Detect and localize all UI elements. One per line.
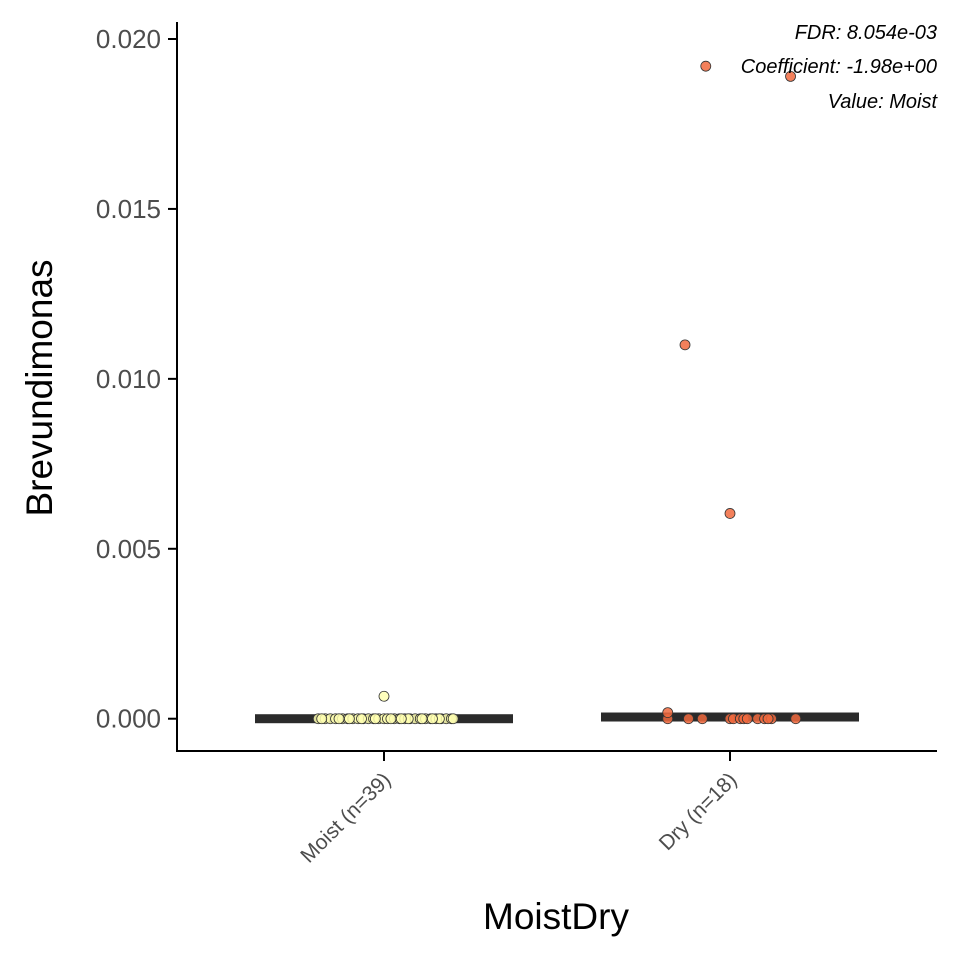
y-tick-label: 0.005 (96, 534, 161, 564)
data-point (724, 508, 736, 519)
data-point (378, 690, 390, 702)
annotation-fdr: FDR: 8.054e-03 (795, 22, 937, 44)
annotation-coefficient: Coefficient: -1.98e+00 (741, 56, 937, 78)
x-axis-title: MoistDry (483, 896, 629, 937)
x-category-label: Dry (n=18) (655, 768, 742, 855)
data-point (316, 713, 328, 725)
data-point (416, 713, 428, 725)
data-point (696, 713, 708, 725)
y-tick-label: 0.010 (96, 364, 161, 394)
data-point (356, 713, 367, 725)
data-point (662, 707, 674, 718)
y-tick-label: 0.000 (96, 704, 161, 734)
axes (176, 22, 937, 752)
x-category-label: Moist (n=39) (296, 768, 395, 867)
data-point (700, 60, 712, 72)
data-point (343, 713, 355, 725)
data-point (395, 713, 407, 725)
y-tick-label: 0.020 (96, 24, 161, 54)
y-ticks: 0.000 0.005 0.010 0.015 0.020 (96, 24, 177, 734)
y-axis-title: Brevundimonas (19, 259, 60, 516)
data-point (679, 339, 691, 351)
data-point (369, 713, 381, 725)
data-point (447, 713, 459, 725)
data-point (683, 713, 694, 725)
data-points (312, 60, 802, 725)
x-ticks: Moist (n=39) Dry (n=18) (296, 751, 742, 867)
annotation-value: Value: Moist (828, 91, 939, 113)
data-point (762, 713, 774, 725)
data-point (427, 713, 438, 725)
data-point (790, 713, 802, 725)
data-point (333, 713, 345, 725)
y-tick-label: 0.015 (96, 194, 161, 224)
data-point (385, 713, 397, 725)
data-point (741, 713, 753, 725)
data-point (785, 70, 796, 82)
